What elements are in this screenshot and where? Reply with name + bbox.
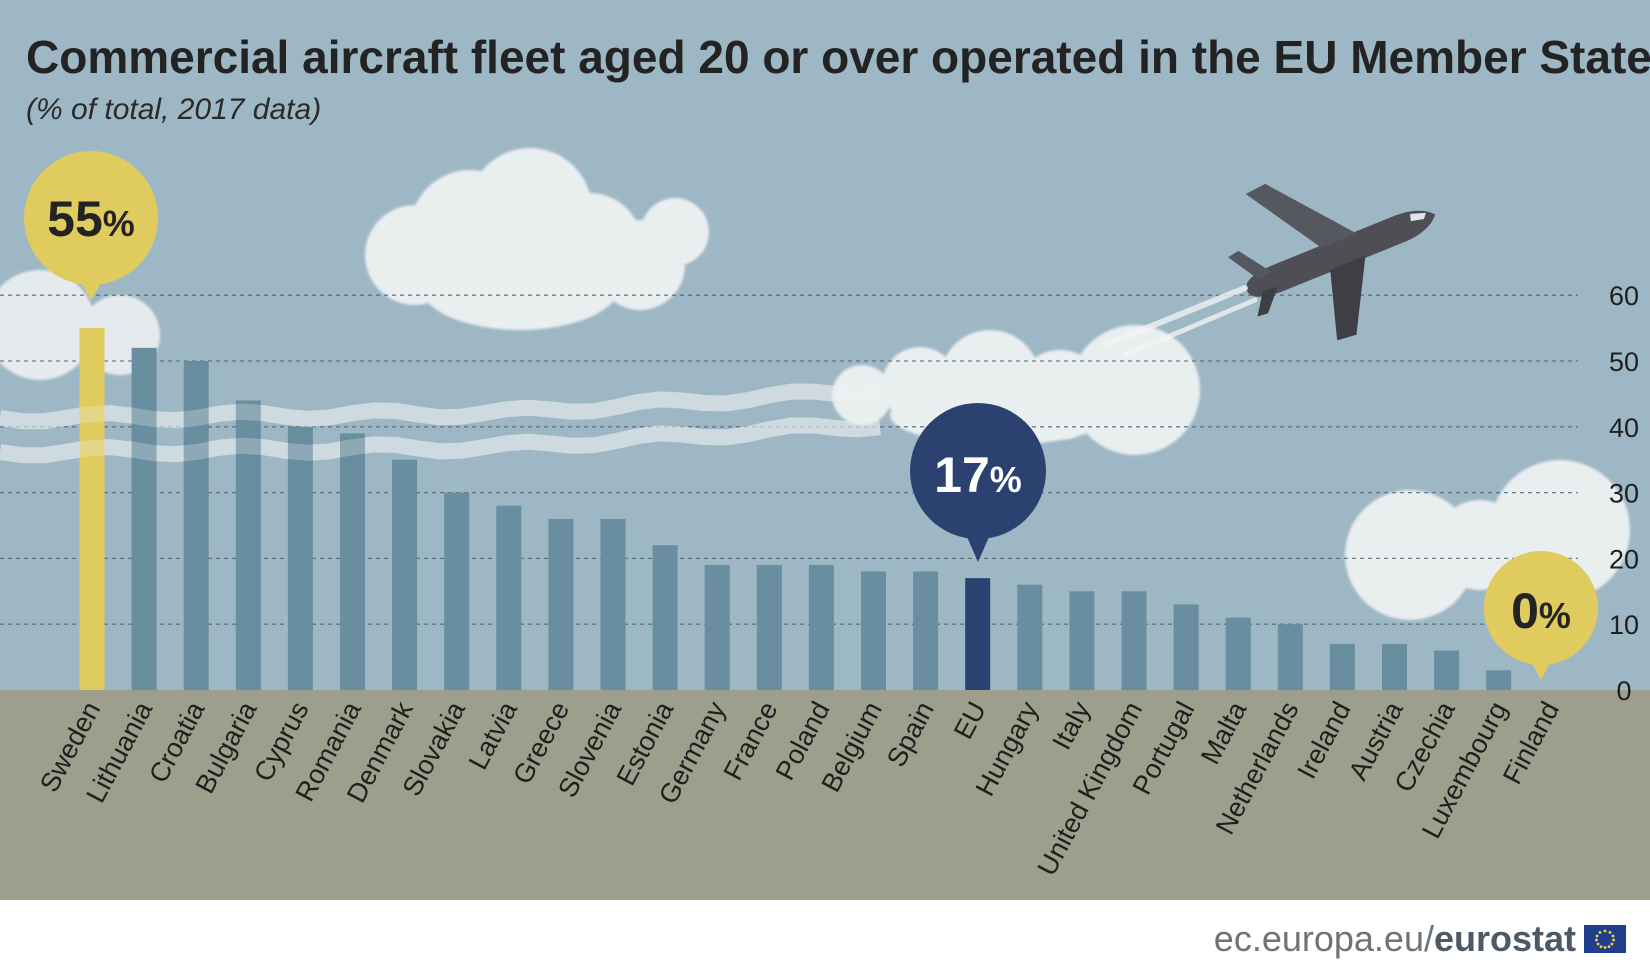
chart-title: Commercial aircraft fleet aged 20 or ove… — [26, 31, 1650, 83]
contrail-stripe — [0, 417, 881, 464]
source-brand: eurostat — [1433, 918, 1576, 959]
callout-min-sign: % — [1539, 595, 1571, 636]
y-tick-label: 0 — [1616, 676, 1631, 706]
callout-max-number: 55 — [47, 191, 103, 247]
ground-strip — [0, 690, 1650, 900]
bar-bulgaria — [235, 400, 261, 690]
bar-malta — [1225, 617, 1251, 690]
svg-text:0%: 0% — [1511, 583, 1571, 639]
callout-min: 0% — [1484, 551, 1598, 680]
callout-max-sign: % — [103, 203, 135, 244]
footer: ec.europa.eu/eurostat — [0, 900, 1650, 975]
bar-slovakia — [444, 492, 470, 690]
callout-min-number: 0 — [1511, 583, 1539, 639]
y-tick-label: 30 — [1609, 479, 1639, 509]
bar-denmark — [392, 459, 418, 690]
eu-flag-icon — [1584, 925, 1626, 953]
y-tick-label: 60 — [1609, 281, 1639, 311]
bar-czechia — [1434, 650, 1460, 690]
bar-croatia — [183, 361, 209, 690]
bars — [79, 328, 1512, 690]
bar-poland — [808, 564, 834, 690]
bar-ireland — [1329, 643, 1355, 690]
bar-luxembourg — [1486, 670, 1512, 690]
bar-latvia — [496, 505, 522, 690]
airplane-icon — [1228, 183, 1436, 341]
contrail-stripe — [0, 383, 881, 430]
svg-text:17%: 17% — [934, 447, 1022, 503]
y-tick-label: 10 — [1609, 610, 1639, 640]
cloud-icon — [365, 148, 709, 330]
bar-belgium — [861, 571, 886, 690]
y-tick-label: 40 — [1609, 413, 1639, 443]
bar-cyprus — [287, 426, 313, 690]
contrail — [1102, 285, 1258, 358]
contrail — [0, 383, 881, 464]
gridlines — [0, 294, 1578, 625]
source-site: ec.europa.eu/ — [1213, 918, 1434, 959]
callout-max: 55% — [24, 151, 158, 300]
callout-eu: 17% — [910, 403, 1046, 562]
bar-slovenia — [600, 518, 626, 690]
bar-austria — [1382, 643, 1407, 690]
bar-united-kingdom — [1121, 591, 1147, 690]
bar-italy — [1069, 591, 1095, 690]
bar-romania — [340, 433, 365, 690]
source-link[interactable]: ec.europa.eu/eurostat — [1214, 918, 1576, 960]
y-axis: 0 10 20 30 40 50 60 — [1609, 281, 1639, 706]
bar-netherlands — [1277, 624, 1303, 690]
bar-hungary — [1017, 584, 1043, 690]
bar-eu — [965, 578, 991, 690]
y-tick-label: 50 — [1609, 347, 1639, 377]
y-tick-label: 20 — [1609, 544, 1639, 574]
bar-france — [756, 564, 782, 690]
bar-germany — [704, 564, 730, 690]
bar-greece — [548, 518, 574, 690]
callout-eu-sign: % — [990, 459, 1022, 500]
bar-sweden — [79, 328, 105, 690]
bar-spain — [913, 571, 939, 690]
bar-estonia — [652, 545, 678, 690]
callout-eu-number: 17 — [934, 447, 990, 503]
bar-lithuania — [131, 347, 157, 690]
svg-text:55%: 55% — [47, 191, 135, 247]
bar-portugal — [1173, 604, 1199, 690]
chart-subtitle: (% of total, 2017 data) — [26, 93, 321, 126]
